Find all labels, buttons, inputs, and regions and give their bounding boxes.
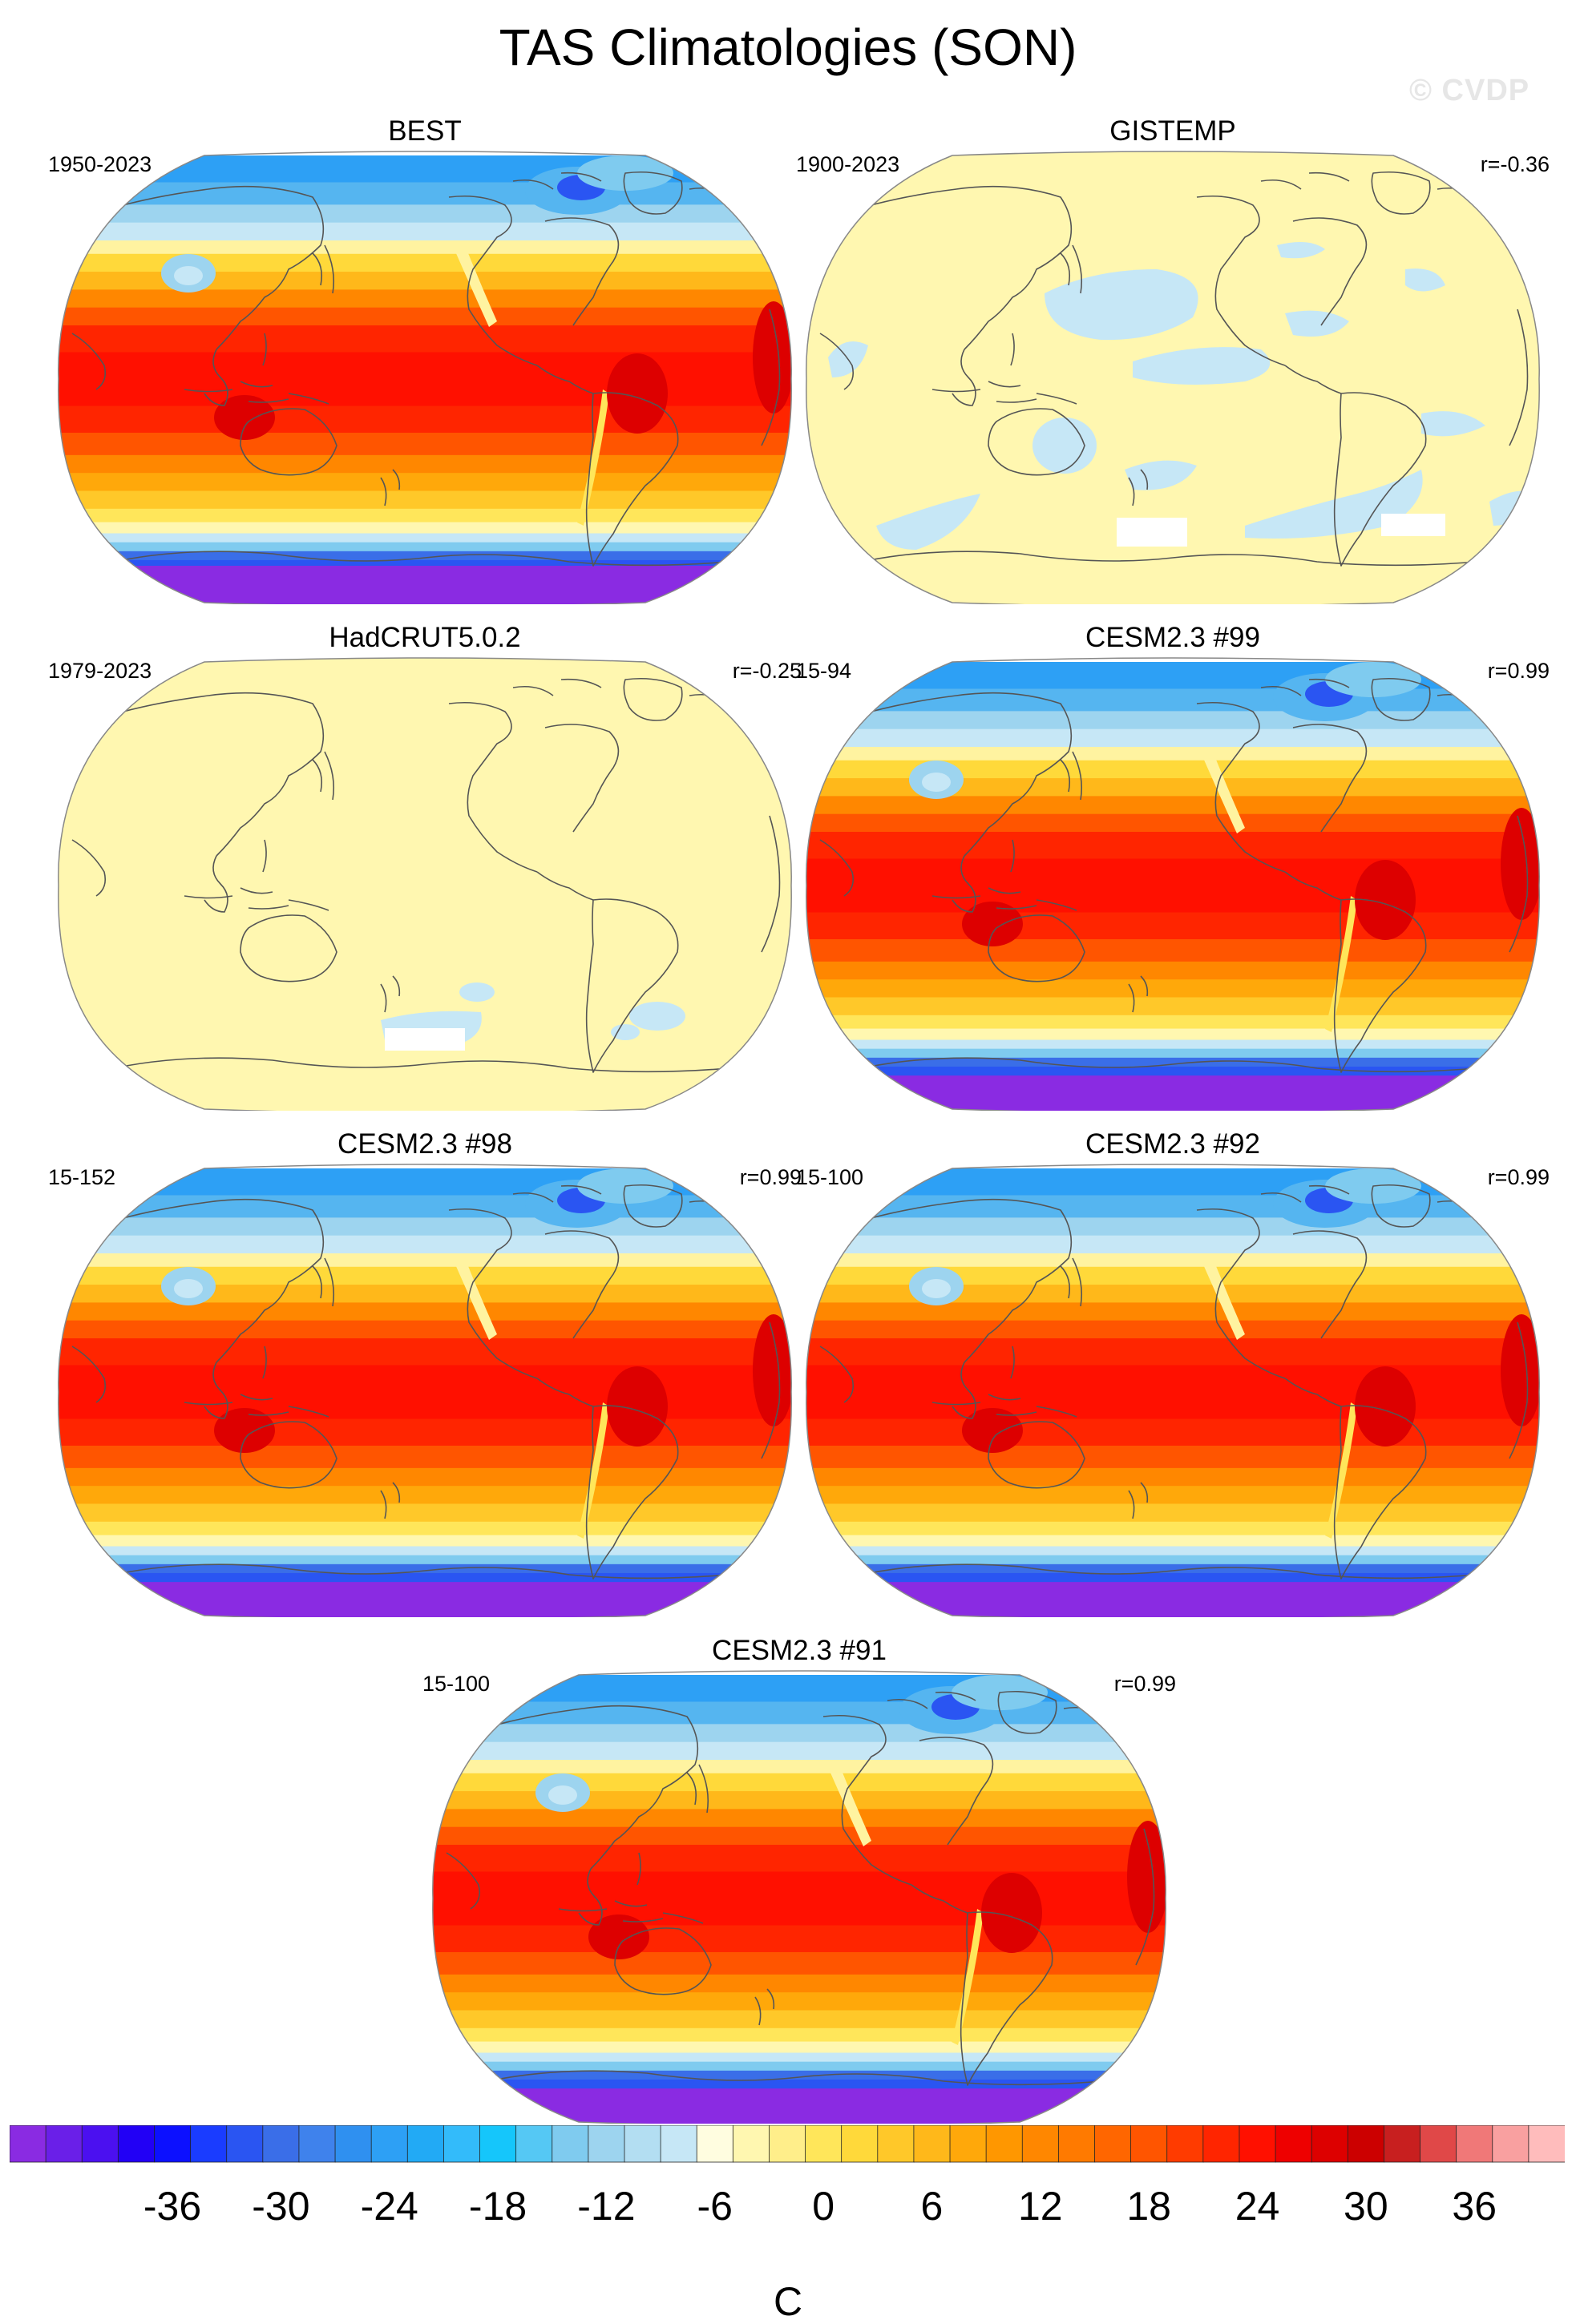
colorbar-swatch (1311, 2125, 1349, 2163)
colorbar-tick-label: 18 (1126, 2184, 1171, 2229)
panel-correlation: r=-0.25 (732, 659, 802, 683)
map-panel-hadcrut: HadCRUT5.0.2 1979-2023 r=-0.25 (48, 622, 802, 1111)
colorbar-unit-label: C (773, 2279, 803, 2324)
panel-title: CESM2.3 #92 (1085, 1128, 1260, 1160)
world-map-cesm-98 (58, 1164, 792, 1617)
panel-correlation: r=0.99 (739, 1165, 802, 1189)
panel-correlation: r=-0.36 (1480, 152, 1550, 176)
figure-title: TAS Climatologies (SON) (499, 18, 1077, 76)
colorbar-tick-label: -12 (577, 2184, 635, 2229)
panel-period: 1900-2023 (796, 152, 900, 176)
colorbar-swatch (442, 2125, 481, 2163)
colorbar-swatch (226, 2125, 264, 2163)
colorbar-swatch (45, 2125, 83, 2163)
colorbar-swatch (805, 2125, 843, 2163)
colorbar-swatch (1057, 2125, 1096, 2163)
map-panel-cesm-99: CESM2.3 #99 15-94 r=0.99 (796, 622, 1550, 1111)
colorbar-swatch (1456, 2125, 1493, 2163)
colorbar-swatch (1239, 2125, 1276, 2163)
panel-period: 15-152 (48, 1165, 116, 1189)
colorbar-swatch (588, 2125, 625, 2163)
world-map-cesm-91 (432, 1670, 1166, 2124)
colorbar-swatch (1275, 2125, 1313, 2163)
colorbar-swatch (1094, 2125, 1132, 2163)
panel-period: 15-100 (422, 1672, 491, 1696)
colorbar-swatch (949, 2125, 988, 2163)
colorbar-swatch (1202, 2125, 1240, 2163)
panel-title: GISTEMP (1109, 115, 1236, 147)
panel-title: BEST (388, 115, 462, 147)
colorbar-swatch (117, 2125, 156, 2163)
colorbar-swatch (81, 2125, 119, 2163)
colorbar-tick-label: 30 (1344, 2184, 1388, 2229)
panel-title: CESM2.3 #98 (337, 1128, 512, 1160)
colorbar-tick-label: -24 (361, 2184, 418, 2229)
colorbar-swatch (190, 2125, 228, 2163)
map-panel-cesm-98: CESM2.3 #98 15-152 r=0.99 (48, 1128, 802, 1617)
panel-title: CESM2.3 #99 (1085, 622, 1260, 653)
colorbar-tick-label: 0 (812, 2184, 834, 2229)
map-panel-gistemp: GISTEMP 1900-2023 r=-0.36 (796, 115, 1550, 604)
colorbar-swatch (696, 2125, 734, 2163)
world-map-hadcrut (58, 657, 792, 1111)
map-panel-best: BEST 1950-2023 (48, 115, 802, 604)
colorbar-swatch (660, 2125, 698, 2163)
world-map-best (58, 151, 792, 604)
panel-correlation: r=0.99 (1487, 659, 1550, 683)
colorbar-swatch (334, 2125, 373, 2163)
colorbar-swatch (1492, 2125, 1530, 2163)
colorbar-swatch (298, 2125, 336, 2163)
colorbar-tick-label: -36 (143, 2184, 201, 2229)
colorbar-tick-label: -30 (252, 2184, 309, 2229)
colorbar-swatch (1166, 2125, 1204, 2163)
map-panel-cesm-91: CESM2.3 #91 15-100 r=0.99 (422, 1635, 1176, 2124)
panel-period: 15-100 (796, 1165, 864, 1189)
colorbar-swatch (479, 2125, 517, 2163)
colorbar-swatch (913, 2125, 951, 2163)
colorbar-tick-label: -6 (697, 2184, 733, 2229)
colorbar-swatch (1420, 2125, 1457, 2163)
panel-title: CESM2.3 #91 (712, 1635, 887, 1666)
colorbar-tick-label: 6 (921, 2184, 944, 2229)
watermark-text: © CVDP (1409, 74, 1530, 107)
world-map-cesm-99 (806, 657, 1540, 1111)
colorbar-swatch (1528, 2125, 1565, 2163)
colorbar-swatch (552, 2125, 589, 2163)
colorbar-swatch (1347, 2125, 1385, 2163)
panel-period: 1979-2023 (48, 659, 152, 683)
panel-title: HadCRUT5.0.2 (329, 622, 521, 653)
colorbar-swatch (1021, 2125, 1060, 2163)
colorbar-tick-label: 36 (1452, 2184, 1497, 2229)
colorbar-swatch (841, 2125, 879, 2163)
colorbar-swatch (154, 2125, 192, 2163)
panel-correlation: r=0.99 (1113, 1672, 1176, 1696)
colorbar-swatch (769, 2125, 806, 2163)
panel-period: 1950-2023 (48, 152, 152, 176)
colorbar-tick-label: -18 (469, 2184, 527, 2229)
colorbar-tick-label: 24 (1235, 2184, 1280, 2229)
colorbar-swatch (262, 2125, 300, 2163)
colorbar-tick-label: 12 (1018, 2184, 1063, 2229)
world-map-cesm-92 (806, 1164, 1540, 1617)
colorbar-swatch (985, 2125, 1024, 2163)
panel-period: 15-94 (796, 659, 852, 683)
colorbar-swatch (10, 2125, 47, 2163)
colorbar-swatch (1130, 2125, 1168, 2163)
colorbar-swatch (732, 2125, 770, 2163)
colorbar-swatch (877, 2125, 915, 2163)
colorbar-swatch (624, 2125, 661, 2163)
colorbar-swatch (1384, 2125, 1421, 2163)
colorbar-swatch (406, 2125, 445, 2163)
colorbar: -36 -30 -24 -18 -12 -6 0 6 12 18 24 30 36 (10, 2125, 1565, 2229)
colorbar-swatch (515, 2125, 553, 2163)
panel-correlation: r=0.99 (1487, 1165, 1550, 1189)
colorbar-swatch (370, 2125, 409, 2163)
map-panel-cesm-92: CESM2.3 #92 15-100 r=0.99 (796, 1128, 1550, 1617)
world-map-gistemp (806, 151, 1540, 604)
